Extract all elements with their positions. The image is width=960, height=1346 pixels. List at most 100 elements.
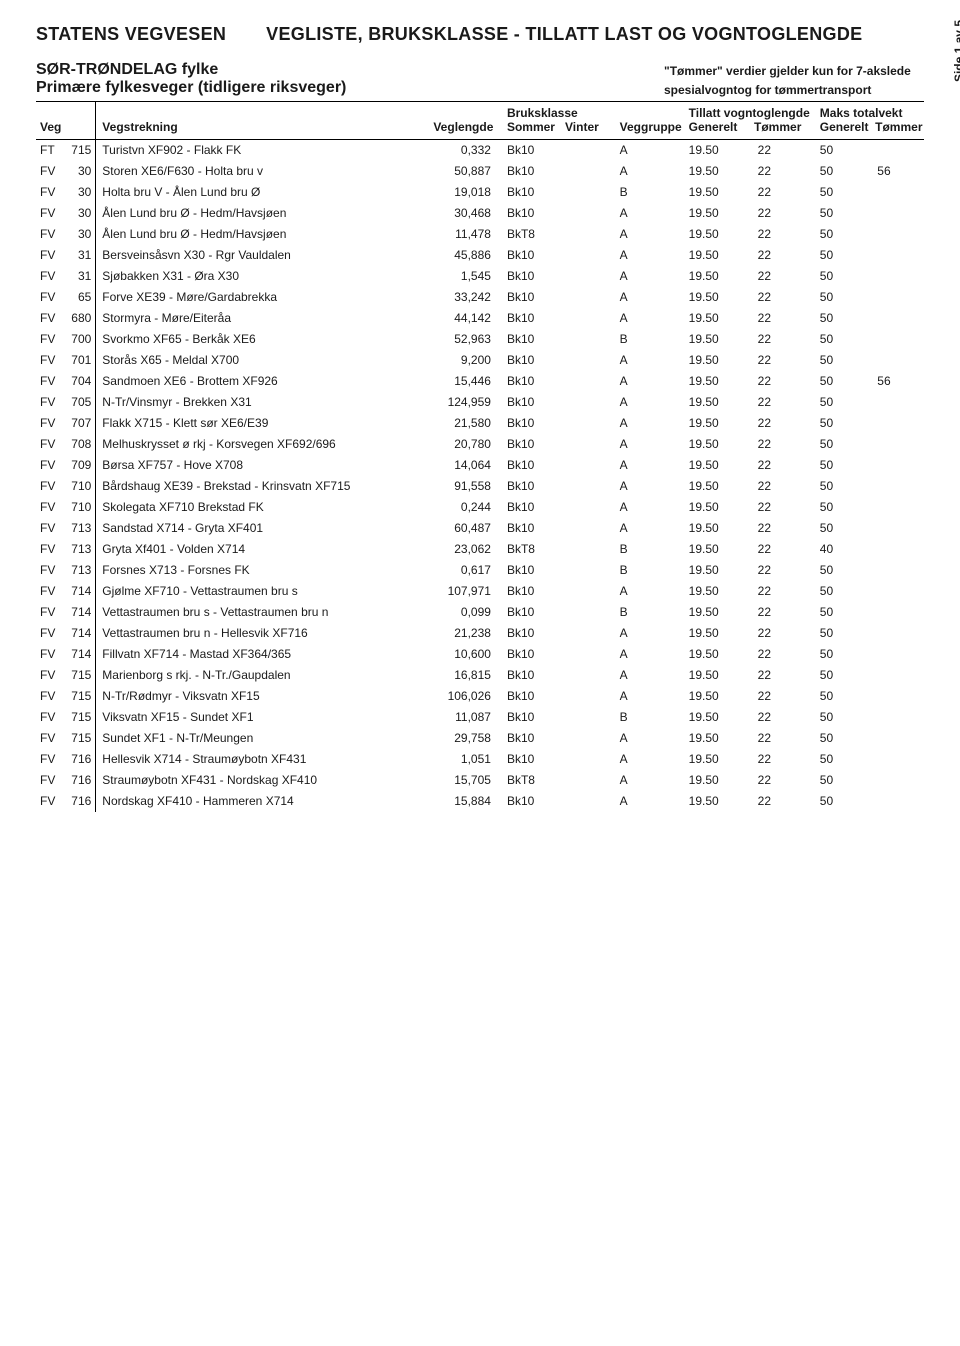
cell-num: 680	[61, 308, 96, 329]
table-head: Veg Vegstrekning Veglengde Bruksklasse S…	[36, 102, 924, 140]
cell-w-gen: 50	[816, 455, 874, 476]
cell-w-gen: 50	[816, 686, 874, 707]
table-row: FV716Hellesvik X714 - Straumøybotn XF431…	[36, 749, 924, 770]
cell-bk-sommer: Bk10	[503, 644, 563, 665]
table-row: FV714Fillvatn XF714 - Mastad XF364/36510…	[36, 644, 924, 665]
cell-w-tom	[873, 749, 924, 770]
cell-len-tom: 22	[754, 287, 816, 308]
cell-w-gen: 50	[816, 728, 874, 749]
cell-len-tom: 22	[754, 497, 816, 518]
cell-bk-vinter	[563, 644, 616, 665]
cell-group: A	[616, 245, 685, 266]
cell-type: FV	[36, 392, 61, 413]
cell-len-gen: 19.50	[685, 434, 754, 455]
cell-type: FV	[36, 266, 61, 287]
cell-bk-vinter	[563, 413, 616, 434]
cell-w-tom	[873, 392, 924, 413]
cell-length: 15,446	[429, 371, 503, 392]
cell-group: A	[616, 434, 685, 455]
cell-w-gen: 50	[816, 182, 874, 203]
cell-bk-vinter	[563, 518, 616, 539]
cell-w-tom	[873, 539, 924, 560]
cell-w-tom	[873, 350, 924, 371]
cell-group: A	[616, 476, 685, 497]
cell-length: 1,051	[429, 749, 503, 770]
cell-w-gen: 50	[816, 644, 874, 665]
cell-bk-sommer: BkT8	[503, 770, 563, 791]
cell-bk-sommer: Bk10	[503, 392, 563, 413]
cell-group: A	[616, 203, 685, 224]
cell-w-tom	[873, 791, 924, 812]
cell-num: 707	[61, 413, 96, 434]
cell-bk-vinter	[563, 602, 616, 623]
cell-len-tom: 22	[754, 455, 816, 476]
generelt-label-2: Generelt	[820, 120, 869, 134]
cell-name: Ålen Lund bru Ø - Hedm/Havsjøen	[96, 203, 430, 224]
cell-w-gen: 40	[816, 539, 874, 560]
cell-length: 20,780	[429, 434, 503, 455]
cell-bk-vinter	[563, 161, 616, 182]
cell-bk-sommer: Bk10	[503, 455, 563, 476]
table-row: FV715Sundet XF1 - N-Tr/Meungen29,758Bk10…	[36, 728, 924, 749]
cell-num: 715	[61, 728, 96, 749]
cell-length: 10,600	[429, 644, 503, 665]
cell-name: Sandstad X714 - Gryta XF401	[96, 518, 430, 539]
table-row: FV715Marienborg s rkj. - N-Tr./Gaupdalen…	[36, 665, 924, 686]
cell-len-gen: 19.50	[685, 161, 754, 182]
cell-name: Stormyra - Møre/Eiteråa	[96, 308, 430, 329]
cell-len-gen: 19.50	[685, 497, 754, 518]
cell-num: 715	[61, 686, 96, 707]
col-veg: Veg	[36, 102, 96, 140]
cell-type: FV	[36, 749, 61, 770]
cell-w-gen: 50	[816, 581, 874, 602]
cell-type: FV	[36, 686, 61, 707]
cell-bk-sommer: Bk10	[503, 707, 563, 728]
cell-len-tom: 22	[754, 602, 816, 623]
col-bruksklasse: Bruksklasse Sommer Vinter	[503, 102, 616, 140]
cell-bk-sommer: Bk10	[503, 581, 563, 602]
table-row: FV714Vettastraumen bru n - Hellesvik XF7…	[36, 623, 924, 644]
table-row: FV680Stormyra - Møre/Eiteråa44,142Bk10A1…	[36, 308, 924, 329]
cell-num: 30	[61, 224, 96, 245]
cell-w-tom	[873, 287, 924, 308]
cell-type: FV	[36, 602, 61, 623]
cell-group: A	[616, 266, 685, 287]
cell-w-gen: 50	[816, 749, 874, 770]
cell-name: Vettastraumen bru n - Hellesvik XF716	[96, 623, 430, 644]
cell-bk-sommer: BkT8	[503, 539, 563, 560]
cell-length: 0,332	[429, 139, 503, 161]
cell-name: Sjøbakken X31 - Øra X30	[96, 266, 430, 287]
cell-bk-sommer: Bk10	[503, 623, 563, 644]
col-veggruppe: Veggruppe	[616, 102, 685, 140]
cell-w-tom	[873, 139, 924, 161]
cell-w-tom	[873, 770, 924, 791]
cell-w-gen: 50	[816, 266, 874, 287]
cell-w-gen: 50	[816, 308, 874, 329]
cell-bk-sommer: Bk10	[503, 182, 563, 203]
cell-w-tom	[873, 266, 924, 287]
table-row: FV710Skolegata XF710 Brekstad FK0,244Bk1…	[36, 497, 924, 518]
cell-length: 44,142	[429, 308, 503, 329]
cell-length: 45,886	[429, 245, 503, 266]
cell-type: FV	[36, 791, 61, 812]
cell-type: FV	[36, 224, 61, 245]
cell-num: 714	[61, 581, 96, 602]
cell-w-tom: 56	[873, 371, 924, 392]
tommer-label-1: Tømmer	[754, 120, 801, 134]
cell-len-tom: 22	[754, 749, 816, 770]
cell-bk-vinter	[563, 791, 616, 812]
cell-group: A	[616, 413, 685, 434]
cell-name: Turistvn XF902 - Flakk FK	[96, 139, 430, 161]
table-row: FV31Sjøbakken X31 - Øra X301,545Bk10A19.…	[36, 266, 924, 287]
cell-bk-sommer: Bk10	[503, 329, 563, 350]
table-row: FV701Storås X65 - Meldal X7009,200Bk10A1…	[36, 350, 924, 371]
region-title: SØR-TRØNDELAG fylke	[36, 61, 346, 79]
cell-type: FV	[36, 770, 61, 791]
cell-length: 29,758	[429, 728, 503, 749]
cell-len-gen: 19.50	[685, 182, 754, 203]
cell-length: 21,238	[429, 623, 503, 644]
cell-name: Fillvatn XF714 - Mastad XF364/365	[96, 644, 430, 665]
cell-bk-sommer: Bk10	[503, 749, 563, 770]
cell-group: A	[616, 644, 685, 665]
cell-num: 714	[61, 602, 96, 623]
